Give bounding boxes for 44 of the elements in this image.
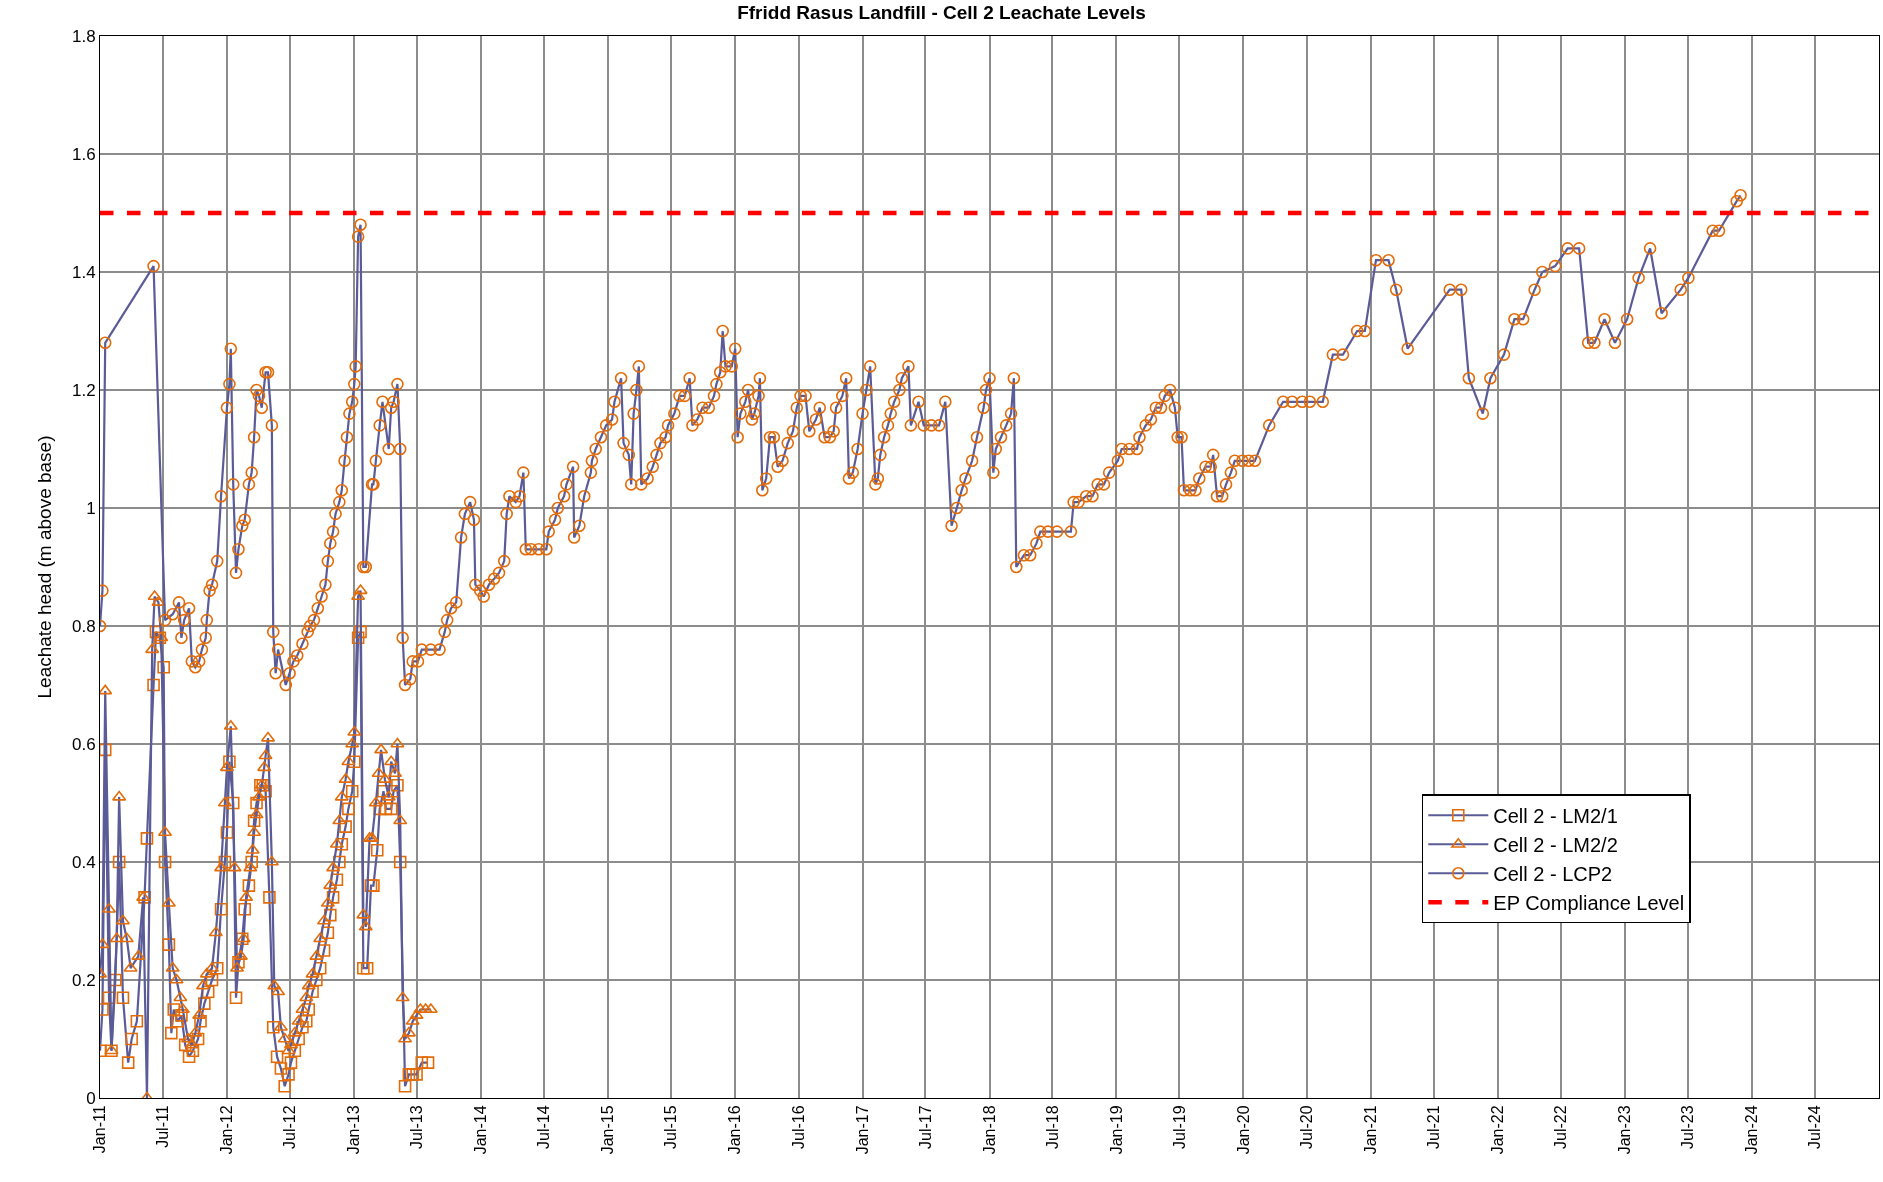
x-tick-label: Jan-16 — [726, 1105, 744, 1155]
x-tick-label: Jan-15 — [599, 1105, 617, 1155]
x-tick-label: Jul-13 — [408, 1105, 426, 1149]
x-tick-label: Jul-20 — [1297, 1105, 1315, 1149]
x-tick-label: Jan-23 — [1615, 1105, 1633, 1155]
x-tick-label: Jul-16 — [789, 1105, 807, 1149]
y-tick-label: 1.6 — [71, 144, 96, 164]
y-tick-label: 0 — [86, 1088, 96, 1108]
y-tick-label: 0.8 — [71, 616, 96, 636]
y-tick-label: 1.2 — [71, 380, 96, 400]
y-tick-label: 1.4 — [71, 262, 96, 282]
legend-label: Cell 2 - LCP2 — [1493, 863, 1613, 886]
x-tick-label: Jan-18 — [980, 1105, 998, 1155]
x-tick-label: Jan-24 — [1742, 1105, 1760, 1155]
y-axis-title: Leachate head (m above base) — [33, 435, 55, 699]
y-tick-label: 0.2 — [71, 970, 96, 990]
legend-label: Cell 2 - LM2/2 — [1493, 834, 1618, 857]
legend-label: Cell 2 - LM2/1 — [1493, 805, 1618, 828]
x-tick-label: Jan-11 — [91, 1105, 109, 1154]
y-tick-label: 1.8 — [71, 26, 96, 46]
x-tick-label: Jul-17 — [916, 1105, 934, 1149]
x-tick-label: Jan-14 — [472, 1105, 490, 1155]
x-tick-label: Jul-21 — [1424, 1105, 1442, 1149]
x-tick-label: Jul-19 — [1170, 1105, 1188, 1149]
y-tick-label: 0.6 — [71, 734, 96, 754]
x-tick-label: Jul-14 — [535, 1105, 553, 1149]
x-tick-label: Jan-12 — [218, 1105, 236, 1155]
x-tick-label: Jan-20 — [1234, 1105, 1252, 1155]
x-tick-label: Jul-15 — [662, 1105, 680, 1149]
x-tick-label: Jul-18 — [1043, 1105, 1061, 1149]
y-tick-label: 0.4 — [71, 852, 96, 872]
chart-title: Ffridd Rasus Landfill - Cell 2 Leachate Levels — [737, 2, 1146, 24]
x-tick-label: Jul-24 — [1806, 1105, 1824, 1149]
x-tick-label: Jan-13 — [345, 1105, 363, 1155]
x-tick-label: Jan-19 — [1107, 1105, 1125, 1155]
legend-label: EP Compliance Level — [1493, 892, 1685, 915]
x-tick-label: Jul-22 — [1551, 1105, 1569, 1149]
y-tick-label: 1 — [86, 498, 96, 518]
x-tick-label: Jul-11 — [154, 1105, 172, 1148]
x-tick-label: Jan-17 — [853, 1105, 871, 1155]
x-tick-label: Jan-21 — [1361, 1105, 1379, 1155]
x-tick-label: Jul-23 — [1678, 1105, 1696, 1149]
x-tick-label: Jan-22 — [1488, 1105, 1506, 1155]
x-tick-label: Jul-12 — [281, 1105, 299, 1149]
